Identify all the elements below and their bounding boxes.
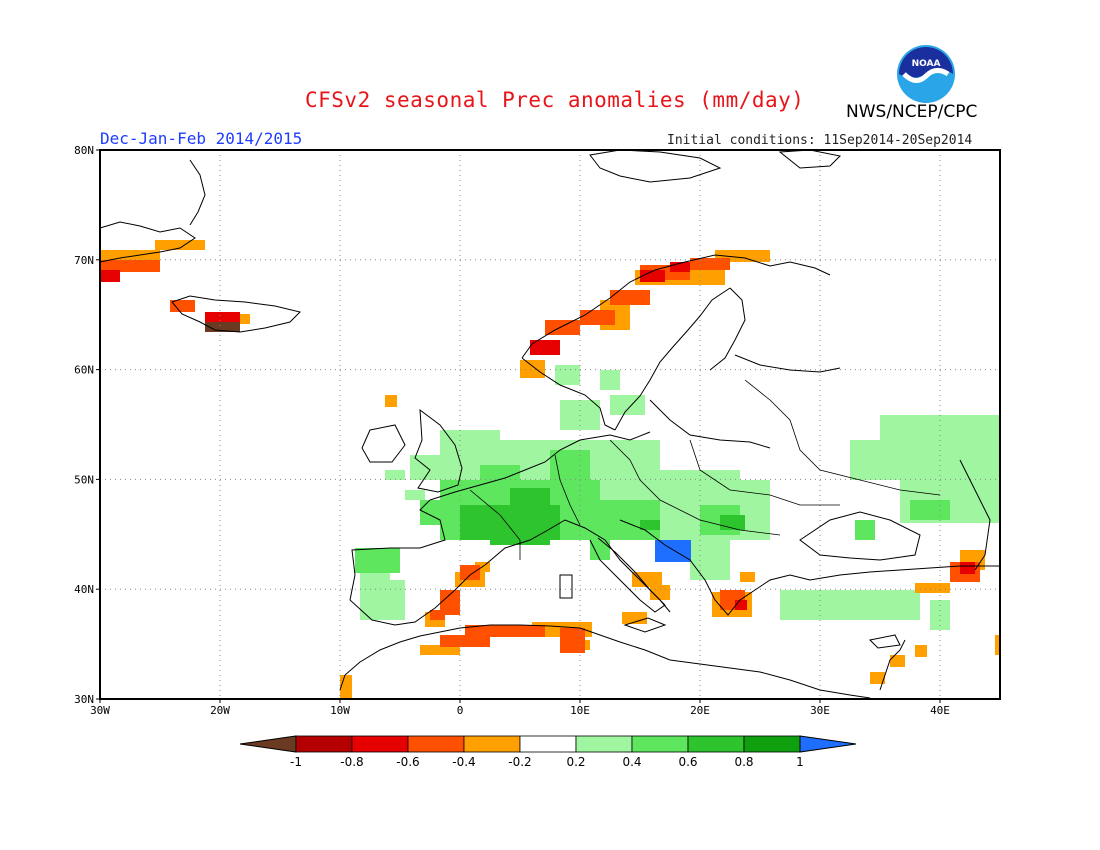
anomaly-cell	[440, 590, 460, 615]
colorbar-left-arrow	[239, 735, 297, 753]
colorbar-label: 1	[796, 755, 804, 769]
anomaly-cell	[100, 270, 120, 282]
colorbar-swatch	[295, 735, 353, 753]
anomaly-cell	[740, 572, 755, 582]
colorbar-label: 0.8	[734, 755, 753, 769]
colorbar-swatch	[519, 735, 577, 753]
anomaly-cell	[622, 612, 647, 624]
anomaly-cell	[870, 672, 885, 684]
lon-tick-label: 10E	[570, 704, 590, 717]
lon-tick-label: 10W	[330, 704, 350, 717]
anomaly-cell	[640, 520, 660, 530]
map-grid	[100, 150, 1000, 699]
anomaly-cell	[600, 370, 620, 390]
anomaly-cell	[590, 540, 610, 560]
lon-tick-label: 0	[457, 704, 464, 717]
anomaly-cell	[375, 580, 405, 620]
anomaly-cell	[340, 675, 352, 700]
anomaly-cell	[550, 450, 590, 480]
map-title: CFSv2 seasonal Prec anomalies (mm/day)	[305, 88, 805, 112]
anomaly-cell	[655, 540, 691, 562]
anomaly-cell	[610, 395, 645, 415]
anomaly-cell	[995, 635, 1000, 655]
anomaly-cell	[520, 360, 545, 378]
lat-tick-label: 80N	[74, 144, 94, 157]
colorbar-swatch	[407, 735, 465, 753]
anomaly-cell	[465, 625, 545, 637]
colorbar-right-arrow	[799, 735, 857, 753]
anomaly-cell	[100, 260, 160, 272]
anomaly-cell	[640, 270, 665, 282]
colorbar-label: -0.2	[508, 755, 531, 769]
anomaly-cell	[610, 290, 650, 305]
colorbar-swatch	[631, 735, 689, 753]
anomaly-cell	[670, 262, 690, 272]
colorbar-label: 0.6	[678, 755, 697, 769]
anomaly-cell	[735, 600, 747, 610]
colorbar-swatch	[575, 735, 633, 753]
anomaly-cell	[855, 520, 875, 540]
colorbar-label: -0.8	[340, 755, 363, 769]
anomaly-cell	[440, 635, 490, 647]
anomaly-cell	[410, 455, 440, 480]
anomaly-cell	[632, 572, 662, 587]
colorbar: -1 -0.8 -0.6 -0.4 -0.2 0.2 0.4 0.6 0.8 1	[239, 735, 857, 769]
anomaly-cell	[560, 628, 585, 653]
anomaly-cell	[960, 562, 975, 574]
anomaly-cell	[385, 470, 405, 480]
anomaly-cell	[205, 322, 240, 332]
anomaly-cell	[430, 610, 445, 620]
lat-tick-label: 30N	[74, 693, 94, 706]
colorbar-label: -0.6	[396, 755, 419, 769]
season-period: Dec-Jan-Feb 2014/2015	[100, 129, 303, 148]
colorbar-swatch	[351, 735, 409, 753]
colorbar-swatch	[463, 735, 521, 753]
anomaly-cell	[420, 645, 460, 655]
initial-conditions: Initial conditions: 11Sep2014-20Sep2014	[667, 133, 973, 148]
anomaly-cell	[510, 488, 550, 508]
colorbar-label: -0.4	[452, 755, 475, 769]
anomaly-cell	[355, 548, 400, 573]
anomaly-cell	[385, 395, 397, 407]
anomaly-cell	[480, 465, 520, 480]
anomaly-cell	[780, 590, 920, 620]
anomaly-cell	[580, 310, 615, 325]
coastlines	[99, 149, 1000, 699]
anomaly-cell	[910, 500, 950, 520]
anomaly-cell	[405, 490, 425, 500]
lon-tick-label: 40E	[930, 704, 950, 717]
lat-tick-label: 40N	[74, 583, 94, 596]
colorbar-label: 0.2	[566, 755, 585, 769]
logo-text: NOAA	[912, 59, 941, 69]
anomaly-cell	[850, 440, 1000, 480]
colorbar-label: -1	[290, 755, 302, 769]
colorbar-swatch	[687, 735, 745, 753]
colorbar-swatch	[743, 735, 801, 753]
lat-tick-label: 50N	[74, 473, 94, 486]
agency-label: NWS/NCEP/CPC	[846, 102, 978, 122]
lon-tick-label: 20W	[210, 704, 230, 717]
noaa-logo: NOAA	[897, 45, 955, 103]
anomaly-cell	[915, 645, 927, 657]
anomaly-cell	[890, 655, 905, 667]
map-frame	[99, 149, 1001, 700]
latitude-ticks: 80N 70N 60N 50N 40N 30N	[74, 144, 100, 706]
lat-tick-label: 70N	[74, 254, 94, 267]
anomaly-cells	[100, 240, 1000, 700]
colorbar-label: 0.4	[622, 755, 641, 769]
anomaly-cell	[460, 565, 480, 580]
longitude-ticks: 30W 20W 10W 0 10E 20E 30E 40E	[90, 699, 950, 717]
anomaly-cell	[155, 240, 205, 250]
anomaly-cell	[490, 530, 550, 545]
lon-tick-label: 30W	[90, 704, 110, 717]
lon-tick-label: 30E	[810, 704, 830, 717]
anomaly-cell	[690, 540, 730, 580]
anomaly-cell	[530, 340, 560, 355]
anomaly-cell	[555, 365, 580, 385]
anomaly-cell	[170, 300, 195, 312]
anomaly-cell	[915, 583, 950, 593]
lat-tick-label: 60N	[74, 364, 94, 377]
lon-tick-label: 20E	[690, 704, 710, 717]
